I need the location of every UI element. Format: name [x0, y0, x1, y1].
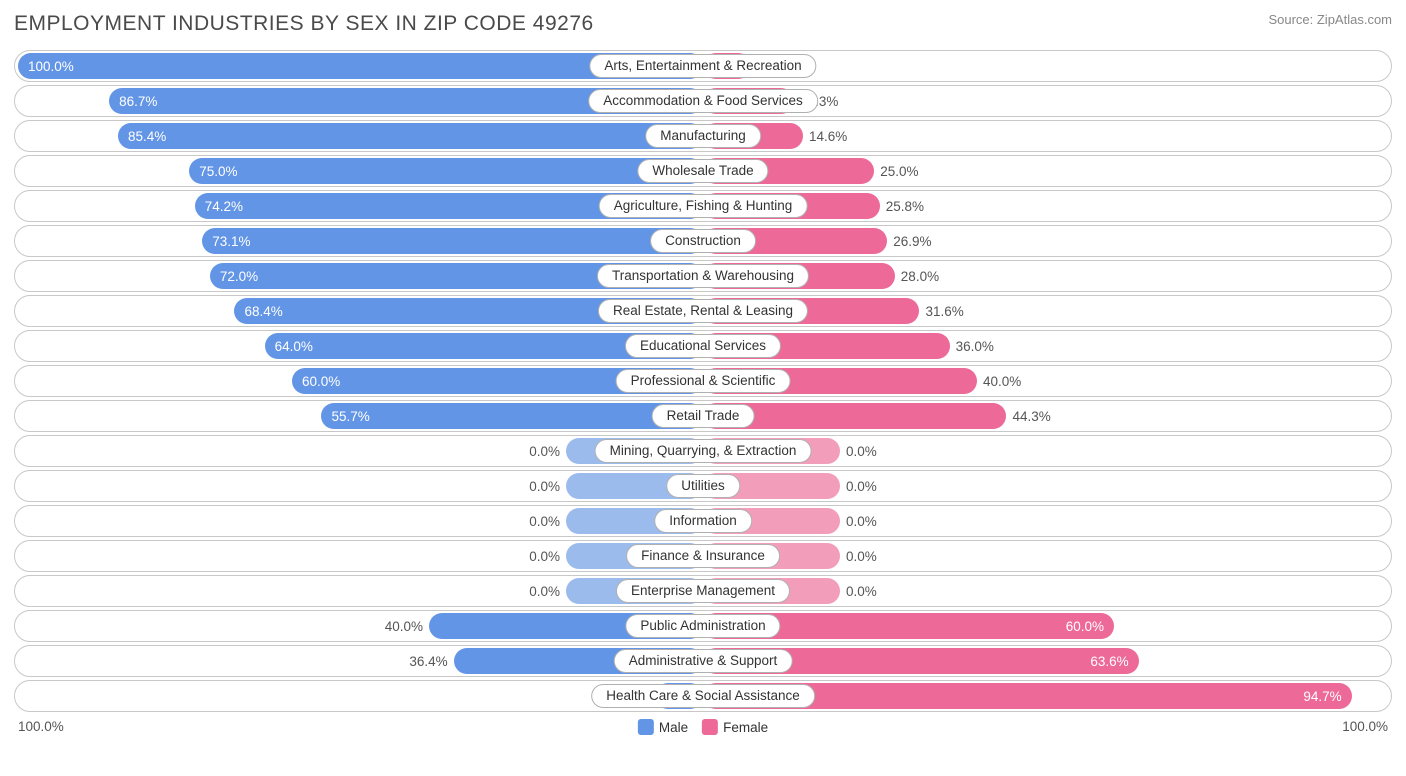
row-label-pill: Agriculture, Fishing & Hunting: [599, 194, 808, 218]
axis-label-right: 100.0%: [1342, 719, 1388, 734]
row-label-pill: Educational Services: [625, 334, 781, 358]
chart-row: 55.7% 44.3% Retail Trade: [14, 400, 1392, 432]
legend-swatch-female: [702, 719, 718, 735]
female-pct-label: 28.0%: [895, 261, 939, 293]
chart-row: 64.0%36.0%Educational Services: [14, 330, 1392, 362]
female-pct-label: 14.6%: [803, 121, 847, 153]
female-pct-label: 0.0%: [840, 436, 877, 468]
row-label-pill: Arts, Entertainment & Recreation: [589, 54, 816, 78]
chart-row: 0.0% 0.0% Finance & Insurance: [14, 540, 1392, 572]
female-pct-label: 36.0%: [950, 331, 994, 363]
chart-source: Source: ZipAtlas.com: [1268, 12, 1392, 27]
male-pct-label: 40.0%: [385, 611, 429, 643]
row-label-pill: Utilities: [666, 474, 740, 498]
row-label-pill: Construction: [650, 229, 756, 253]
chart-row: 74.2%25.8%Agriculture, Fishing & Hunting: [14, 190, 1392, 222]
chart-row: 36.4%63.6%Administrative & Support: [14, 645, 1392, 677]
chart-row: 5.3%94.7%Health Care & Social Assistance: [14, 680, 1392, 712]
legend-item-male: Male: [638, 719, 688, 735]
female-pct-label: 0.0%: [840, 506, 877, 538]
chart-row: 85.4% 14.6% Manufacturing: [14, 120, 1392, 152]
row-label-pill: Accommodation & Food Services: [588, 89, 818, 113]
male-pct-label: 73.1%: [202, 226, 703, 258]
row-label-pill: Public Administration: [625, 614, 780, 638]
legend: Male Female: [638, 719, 768, 735]
chart-row: 75.0% 25.0% Wholesale Trade: [14, 155, 1392, 187]
row-label-pill: Administrative & Support: [614, 649, 793, 673]
male-pct-label: 55.7%: [321, 401, 703, 433]
female-pct-label: 0.0%: [840, 541, 877, 573]
chart-row: 68.4%31.6%Real Estate, Rental & Leasing: [14, 295, 1392, 327]
legend-item-female: Female: [702, 719, 768, 735]
row-label-pill: Real Estate, Rental & Leasing: [598, 299, 808, 323]
legend-swatch-male: [638, 719, 654, 735]
female-pct-label: 26.9%: [887, 226, 931, 258]
row-label-pill: Transportation & Warehousing: [597, 264, 809, 288]
male-pct-label: 0.0%: [529, 541, 566, 573]
chart-row: 0.0% 0.0% Information: [14, 505, 1392, 537]
chart-row: 86.7%13.3%Accommodation & Food Services: [14, 85, 1392, 117]
male-pct-label: 85.4%: [118, 121, 703, 153]
chart-container: EMPLOYMENT INDUSTRIES BY SEX IN ZIP CODE…: [0, 0, 1406, 776]
chart-row: 72.0%28.0%Transportation & Warehousing: [14, 260, 1392, 292]
male-pct-label: 75.0%: [189, 156, 703, 188]
chart-row: 0.0% 0.0% Enterprise Management: [14, 575, 1392, 607]
row-label-pill: Health Care & Social Assistance: [591, 684, 815, 708]
row-label-pill: Wholesale Trade: [637, 159, 768, 183]
row-label-pill: Manufacturing: [645, 124, 761, 148]
chart-row: 60.0%40.0%Professional & Scientific: [14, 365, 1392, 397]
female-pct-label: 40.0%: [977, 366, 1021, 398]
male-pct-label: 0.0%: [529, 436, 566, 468]
axis-label-left: 100.0%: [18, 719, 64, 734]
male-pct-label: 0.0%: [529, 471, 566, 503]
chart-row: 73.1% 26.9% Construction: [14, 225, 1392, 257]
row-label-pill: Finance & Insurance: [626, 544, 780, 568]
female-pct-label: 0.0%: [840, 471, 877, 503]
male-pct-label: 0.0%: [529, 506, 566, 538]
chart-title: EMPLOYMENT INDUSTRIES BY SEX IN ZIP CODE…: [14, 12, 594, 36]
legend-label-male: Male: [659, 720, 688, 735]
female-pct-label: 0.0%: [840, 576, 877, 608]
chart-row: 100.0%0.0%Arts, Entertainment & Recreati…: [14, 50, 1392, 82]
chart-footer: 100.0% Male Female 100.0%: [14, 714, 1392, 744]
chart-row: 0.0% 0.0% Mining, Quarrying, & Extraction: [14, 435, 1392, 467]
legend-label-female: Female: [723, 720, 768, 735]
row-label-pill: Mining, Quarrying, & Extraction: [595, 439, 812, 463]
chart-rows: 100.0%0.0%Arts, Entertainment & Recreati…: [14, 50, 1392, 712]
row-label-pill: Information: [654, 509, 752, 533]
female-pct-label: 25.8%: [880, 191, 924, 223]
chart-header: EMPLOYMENT INDUSTRIES BY SEX IN ZIP CODE…: [14, 12, 1392, 36]
female-pct-label: 25.0%: [874, 156, 918, 188]
male-pct-label: 36.4%: [409, 646, 453, 678]
female-pct-label: 31.6%: [919, 296, 963, 328]
female-pct-label: 44.3%: [1006, 401, 1050, 433]
row-label-pill: Professional & Scientific: [616, 369, 791, 393]
male-pct-label: 0.0%: [529, 576, 566, 608]
chart-row: 40.0%60.0%Public Administration: [14, 610, 1392, 642]
row-label-pill: Retail Trade: [652, 404, 755, 428]
chart-row: 0.0% 0.0% Utilities: [14, 470, 1392, 502]
row-label-pill: Enterprise Management: [616, 579, 790, 603]
